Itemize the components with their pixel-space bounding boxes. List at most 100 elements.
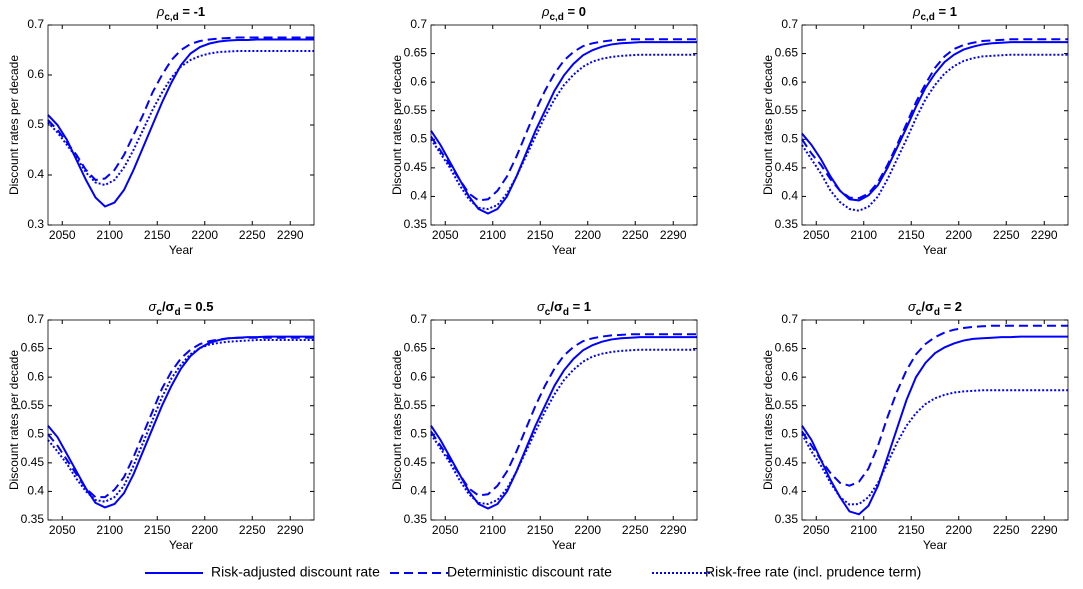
y-tick-label: 0.4 xyxy=(27,167,44,181)
y-tick-label: 0.4 xyxy=(410,189,427,203)
x-tick-label: 2290 xyxy=(1031,228,1058,242)
x-tick-label: 2250 xyxy=(993,228,1020,242)
y-tick-label: 0.6 xyxy=(781,74,798,88)
chart-title: ρc,d = 0 xyxy=(541,4,586,22)
series-line xyxy=(801,53,1068,212)
axes-box xyxy=(430,319,698,521)
y-tick-label: 0.7 xyxy=(781,312,798,326)
x-axis-label: Year xyxy=(552,538,576,552)
y-tick-label: 0.45 xyxy=(775,160,799,174)
title-part: = 1 xyxy=(935,4,957,19)
y-tick-label: 0.7 xyxy=(27,312,44,326)
title-subscript: c,d xyxy=(920,12,934,23)
y-tick-label: 0.7 xyxy=(781,17,798,31)
axes-box xyxy=(430,24,698,226)
y-tick-label: 0.4 xyxy=(781,484,798,498)
chart-title: σc/σd = 2 xyxy=(908,299,962,317)
series-line xyxy=(47,50,314,187)
y-axis-label: Discount rates per decade xyxy=(390,350,404,490)
y-tick-label: 0.6 xyxy=(410,369,427,383)
y-tick-label: 0.35 xyxy=(404,217,428,231)
axes-box xyxy=(47,319,315,521)
y-tick-label: 0.7 xyxy=(410,312,427,326)
series-line xyxy=(801,389,1068,506)
chart-title: ρc,d = -1 xyxy=(156,4,205,22)
y-tick-label: 0.4 xyxy=(410,484,427,498)
y-tick-label: 0.55 xyxy=(21,398,45,412)
series-line xyxy=(47,336,314,499)
y-tick-label: 0.6 xyxy=(27,67,44,81)
x-tick-label: 2290 xyxy=(660,228,687,242)
title-part: = 2 xyxy=(940,299,962,314)
series-line xyxy=(430,38,697,202)
title-part: σ xyxy=(149,299,158,314)
title-part: = 0 xyxy=(564,4,586,19)
series-line xyxy=(430,336,697,510)
x-tick-label: 2250 xyxy=(239,228,266,242)
y-tick-label: 0.35 xyxy=(775,217,799,231)
x-tick-label: 2150 xyxy=(898,228,925,242)
x-tick-label: 2150 xyxy=(144,523,171,537)
y-axis-label: Discount rates per decade xyxy=(390,55,404,195)
y-tick-label: 0.45 xyxy=(21,455,45,469)
axes-box xyxy=(801,24,1069,226)
series-line xyxy=(47,36,314,182)
x-tick-label: 2100 xyxy=(479,523,506,537)
y-tick-label: 0.5 xyxy=(781,426,798,440)
x-tick-label: 2200 xyxy=(191,523,218,537)
x-tick-label: 2200 xyxy=(945,523,972,537)
x-tick-label: 2100 xyxy=(850,523,877,537)
x-tick-label: 2150 xyxy=(898,523,925,537)
x-tick-label: 2150 xyxy=(144,228,171,242)
x-tick-label: 2050 xyxy=(432,523,459,537)
y-tick-label: 0.6 xyxy=(27,369,44,383)
series-line xyxy=(430,333,697,497)
y-tick-label: 0.35 xyxy=(21,512,45,526)
title-part: /σ xyxy=(550,299,563,314)
title-part: = 1 xyxy=(569,299,591,314)
series-line xyxy=(801,324,1068,487)
y-tick-label: 0.5 xyxy=(410,131,427,145)
title-subscript: d xyxy=(174,307,180,318)
title-part: = -1 xyxy=(179,4,205,19)
y-tick-label: 0.45 xyxy=(404,160,428,174)
y-axis-label: Discount rates per decade xyxy=(761,55,775,195)
x-tick-label: 2200 xyxy=(945,228,972,242)
y-tick-label: 0.65 xyxy=(404,341,428,355)
title-subscript: c,d xyxy=(549,12,563,23)
y-tick-label: 0.55 xyxy=(404,398,428,412)
series-line xyxy=(430,41,697,215)
series-line xyxy=(801,38,1068,200)
x-axis-label: Year xyxy=(923,243,947,257)
title-subscript: c xyxy=(545,307,551,318)
title-part: /σ xyxy=(921,299,934,314)
series-line xyxy=(430,53,697,211)
y-tick-label: 0.35 xyxy=(775,512,799,526)
title-part: σ xyxy=(908,299,917,314)
x-tick-label: 2290 xyxy=(1031,523,1058,537)
series-line xyxy=(47,38,314,208)
series-line xyxy=(47,339,314,503)
y-tick-label: 0.65 xyxy=(775,341,799,355)
x-tick-label: 2200 xyxy=(191,228,218,242)
x-tick-label: 2290 xyxy=(660,523,687,537)
y-tick-label: 0.4 xyxy=(27,484,44,498)
axes-box xyxy=(801,319,1069,521)
title-part: σ xyxy=(537,299,546,314)
y-tick-label: 0.5 xyxy=(27,426,44,440)
x-tick-label: 2050 xyxy=(803,228,830,242)
x-tick-label: 2250 xyxy=(622,228,649,242)
x-tick-label: 2050 xyxy=(49,228,76,242)
chart-title: ρc,d = 1 xyxy=(912,4,957,22)
x-tick-label: 2150 xyxy=(527,523,554,537)
y-tick-label: 0.45 xyxy=(404,455,428,469)
title-subscript: d xyxy=(563,307,569,318)
x-tick-label: 2250 xyxy=(622,523,649,537)
x-tick-label: 2200 xyxy=(574,523,601,537)
title-part: ρ xyxy=(912,4,921,19)
y-tick-label: 0.65 xyxy=(775,46,799,60)
x-tick-label: 2250 xyxy=(993,523,1020,537)
x-tick-label: 2250 xyxy=(239,523,266,537)
x-tick-label: 2050 xyxy=(803,523,830,537)
